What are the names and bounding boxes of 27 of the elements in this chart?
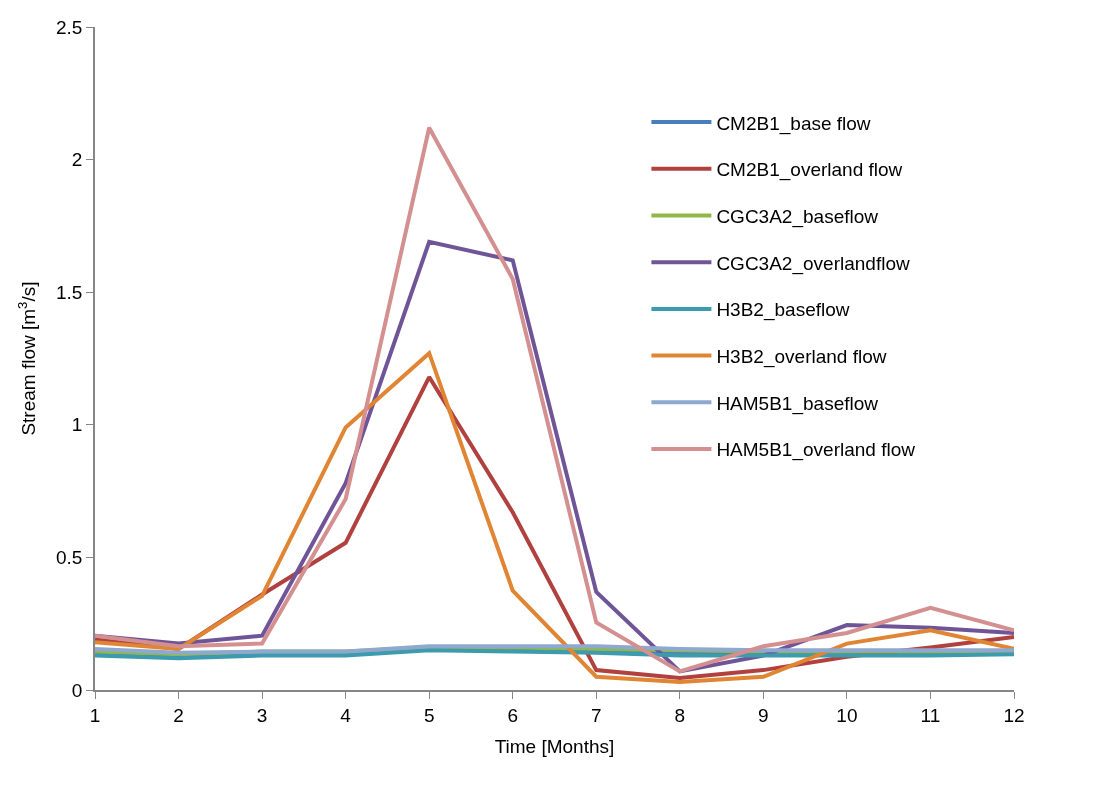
x-tick-label: 2 bbox=[173, 704, 184, 726]
x-tick-label: 10 bbox=[836, 704, 858, 726]
x-tick-label: 4 bbox=[340, 704, 352, 726]
legend-label: CM2B1_overland flow bbox=[716, 159, 903, 182]
x-tick-label: 8 bbox=[674, 704, 686, 726]
x-tick-label: 1 bbox=[89, 704, 101, 726]
legend-label: HAM5B1_overland flow bbox=[716, 439, 916, 462]
x-tick-label: 11 bbox=[920, 704, 941, 726]
legend-label: CGC3A2_overlandflow bbox=[716, 252, 910, 275]
y-tick-label: 1.5 bbox=[56, 281, 83, 303]
y-tick-label: 2.5 bbox=[56, 16, 83, 38]
x-tick-label: 5 bbox=[423, 704, 435, 726]
x-tick-label: 3 bbox=[256, 704, 268, 726]
x-tick-label: 9 bbox=[758, 704, 769, 726]
legend-label: H3B2_baseflow bbox=[716, 299, 850, 322]
x-tick-label: 7 bbox=[590, 704, 602, 726]
x-axis-title: Time [Months] bbox=[494, 735, 615, 757]
y-tick-label: 0.5 bbox=[56, 547, 83, 569]
legend-label: CM2B1_base flow bbox=[716, 112, 871, 135]
y-tick-label: 1 bbox=[71, 414, 83, 436]
x-tick-label: 12 bbox=[1003, 704, 1025, 726]
legend-label: HAM5B1_baseflow bbox=[716, 392, 879, 415]
legend-label: CGC3A2_baseflow bbox=[716, 205, 879, 228]
y-tick-label: 0 bbox=[71, 679, 83, 701]
y-tick-label: 2 bbox=[71, 149, 83, 171]
legend-label: H3B2_overland flow bbox=[716, 346, 887, 369]
x-tick-label: 6 bbox=[507, 704, 519, 726]
